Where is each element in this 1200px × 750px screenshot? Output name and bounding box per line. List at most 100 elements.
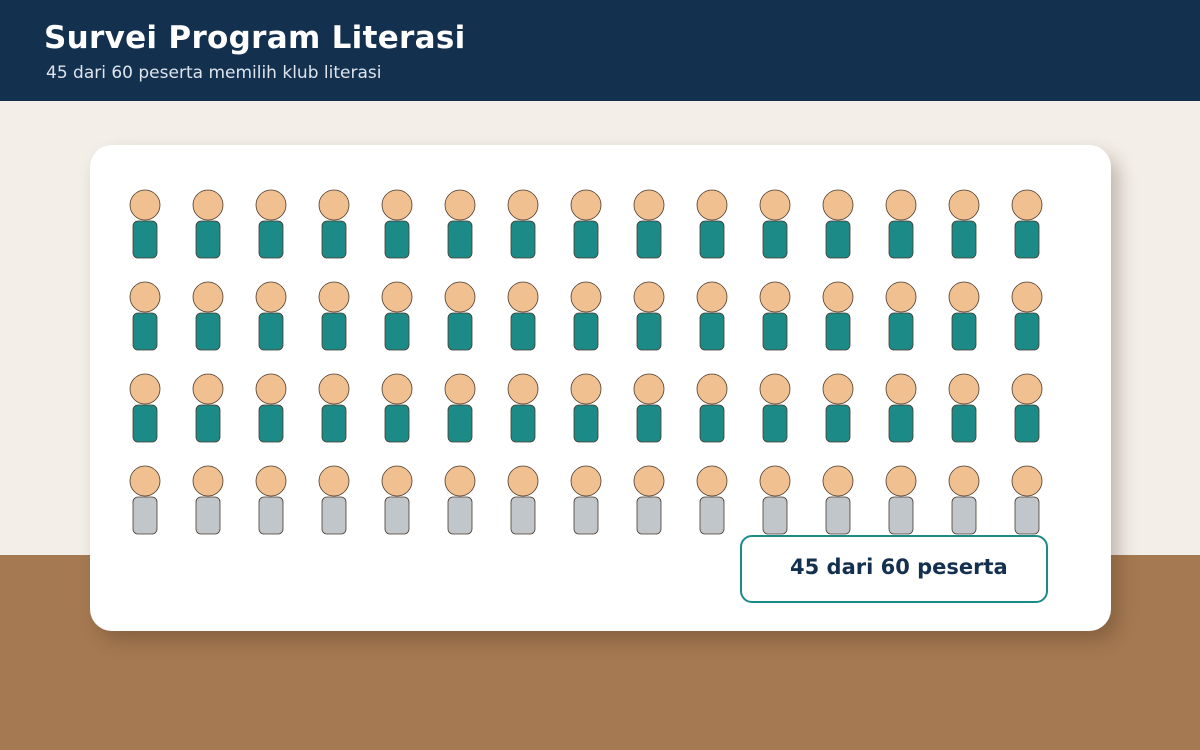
person-icon-unselected (885, 465, 917, 535)
person-head (255, 281, 287, 313)
person-head (822, 465, 854, 497)
person-head (885, 189, 917, 221)
person-icon-selected (192, 373, 224, 443)
person-body (951, 404, 977, 443)
person-icon-selected (948, 189, 980, 259)
person-head (822, 281, 854, 313)
person-icon-unselected (822, 465, 854, 535)
person-icon-selected (507, 189, 539, 259)
person-icon-selected (129, 373, 161, 443)
person-head (507, 281, 539, 313)
person-icon-selected (444, 189, 476, 259)
person-body (321, 312, 347, 351)
person-head (444, 189, 476, 221)
person-body (636, 496, 662, 535)
person-head (822, 373, 854, 405)
person-head (507, 465, 539, 497)
person-body (573, 404, 599, 443)
person-head (192, 281, 224, 313)
person-body (384, 496, 410, 535)
person-body (951, 312, 977, 351)
person-head (633, 373, 665, 405)
person-body (825, 496, 851, 535)
header-bar: Survei Program Literasi 45 dari 60 peser… (0, 0, 1200, 101)
person-icon-selected (1011, 373, 1043, 443)
person-head (633, 189, 665, 221)
person-icon-selected (507, 281, 539, 351)
person-body (762, 496, 788, 535)
person-head (381, 465, 413, 497)
person-icon-selected (255, 281, 287, 351)
person-icon-unselected (570, 465, 602, 535)
person-body (195, 220, 221, 259)
person-head (1011, 281, 1043, 313)
person-body (447, 220, 473, 259)
person-head (129, 465, 161, 497)
person-icon-selected (444, 373, 476, 443)
person-icon-unselected (381, 465, 413, 535)
person-head (696, 189, 728, 221)
person-body (888, 404, 914, 443)
person-head (759, 281, 791, 313)
person-icon-selected (885, 373, 917, 443)
person-body (825, 220, 851, 259)
person-icon-selected (192, 281, 224, 351)
person-icon-selected (759, 281, 791, 351)
person-head (318, 281, 350, 313)
person-icon-unselected (1011, 465, 1043, 535)
person-body (384, 220, 410, 259)
person-body (1014, 312, 1040, 351)
person-icon-selected (822, 373, 854, 443)
person-icon-unselected (948, 465, 980, 535)
person-icon-selected (1011, 281, 1043, 351)
person-body (699, 496, 725, 535)
person-head (192, 373, 224, 405)
person-icon-selected (255, 373, 287, 443)
callout-label: 45 dari 60 peserta (790, 555, 1008, 579)
person-icon-selected (318, 281, 350, 351)
person-head (696, 373, 728, 405)
person-head (444, 281, 476, 313)
page-title: Survei Program Literasi (44, 20, 466, 56)
person-icon-unselected (444, 465, 476, 535)
person-body (510, 404, 536, 443)
person-head (129, 189, 161, 221)
person-body (573, 220, 599, 259)
person-head (948, 373, 980, 405)
person-body (636, 220, 662, 259)
person-head (696, 465, 728, 497)
person-body (258, 404, 284, 443)
person-body (888, 312, 914, 351)
person-icon-unselected (129, 465, 161, 535)
person-icon-selected (570, 373, 602, 443)
person-head (633, 465, 665, 497)
person-head (759, 189, 791, 221)
person-body (762, 404, 788, 443)
person-head (948, 189, 980, 221)
person-head (318, 465, 350, 497)
person-icon-selected (822, 189, 854, 259)
person-head (444, 373, 476, 405)
person-body (699, 404, 725, 443)
person-head (1011, 465, 1043, 497)
person-head (570, 373, 602, 405)
person-body (258, 312, 284, 351)
person-body (951, 496, 977, 535)
page-subtitle: 45 dari 60 peserta memilih klub literasi (46, 63, 382, 83)
person-head (381, 373, 413, 405)
person-icon-unselected (633, 465, 665, 535)
person-head (381, 281, 413, 313)
person-body (195, 496, 221, 535)
person-head (885, 373, 917, 405)
person-body (888, 220, 914, 259)
person-icon-selected (759, 373, 791, 443)
person-head (1011, 189, 1043, 221)
person-icon-unselected (318, 465, 350, 535)
person-icon-selected (948, 373, 980, 443)
person-icon-selected (255, 189, 287, 259)
person-body (636, 312, 662, 351)
person-icon-unselected (507, 465, 539, 535)
person-head (318, 373, 350, 405)
person-head (885, 465, 917, 497)
person-head (381, 189, 413, 221)
